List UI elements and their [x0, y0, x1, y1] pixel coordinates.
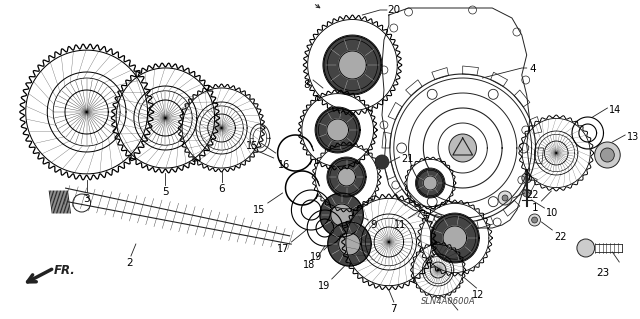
- Circle shape: [375, 155, 389, 169]
- Text: 17: 17: [277, 244, 289, 254]
- Circle shape: [339, 51, 366, 79]
- Text: 14: 14: [609, 105, 621, 115]
- Text: 9: 9: [370, 220, 377, 230]
- Circle shape: [328, 158, 365, 196]
- Text: 11: 11: [394, 220, 406, 230]
- Text: 22: 22: [527, 190, 540, 200]
- Circle shape: [324, 36, 381, 94]
- Text: 21: 21: [402, 154, 414, 164]
- Circle shape: [339, 233, 360, 255]
- Circle shape: [443, 226, 467, 250]
- Text: SLN4A0600A: SLN4A0600A: [420, 298, 476, 307]
- Circle shape: [523, 189, 531, 197]
- Circle shape: [532, 217, 538, 223]
- Circle shape: [417, 169, 444, 197]
- Text: 19: 19: [317, 281, 330, 291]
- Text: 5: 5: [162, 187, 169, 197]
- Circle shape: [522, 173, 532, 183]
- Text: 12: 12: [472, 290, 484, 300]
- Circle shape: [529, 214, 541, 226]
- Text: 4: 4: [530, 64, 536, 74]
- Text: 13: 13: [627, 132, 639, 142]
- Text: 2: 2: [127, 258, 133, 268]
- Text: 15: 15: [252, 205, 265, 215]
- Circle shape: [449, 134, 477, 162]
- Text: 18: 18: [303, 260, 315, 270]
- Circle shape: [577, 239, 595, 257]
- Circle shape: [320, 193, 364, 237]
- Circle shape: [327, 119, 349, 141]
- Circle shape: [431, 214, 479, 262]
- Circle shape: [331, 204, 353, 226]
- Text: 1: 1: [532, 203, 538, 213]
- Circle shape: [328, 222, 371, 266]
- Text: 20: 20: [387, 5, 400, 15]
- Text: 15: 15: [246, 141, 258, 151]
- Circle shape: [316, 108, 359, 152]
- Circle shape: [595, 142, 620, 168]
- Text: 6: 6: [218, 184, 225, 194]
- Text: 23: 23: [596, 268, 609, 278]
- Circle shape: [600, 148, 614, 162]
- Text: 22: 22: [554, 232, 567, 242]
- Text: 16: 16: [278, 160, 290, 170]
- Text: FR.: FR.: [54, 263, 76, 277]
- Circle shape: [502, 195, 508, 201]
- Text: 19: 19: [310, 252, 322, 262]
- Text: 3: 3: [83, 194, 90, 204]
- Circle shape: [498, 191, 512, 205]
- Circle shape: [338, 168, 355, 186]
- Text: 10: 10: [547, 208, 559, 218]
- Text: 8: 8: [303, 80, 310, 90]
- Circle shape: [423, 176, 437, 190]
- Text: 7: 7: [390, 304, 397, 314]
